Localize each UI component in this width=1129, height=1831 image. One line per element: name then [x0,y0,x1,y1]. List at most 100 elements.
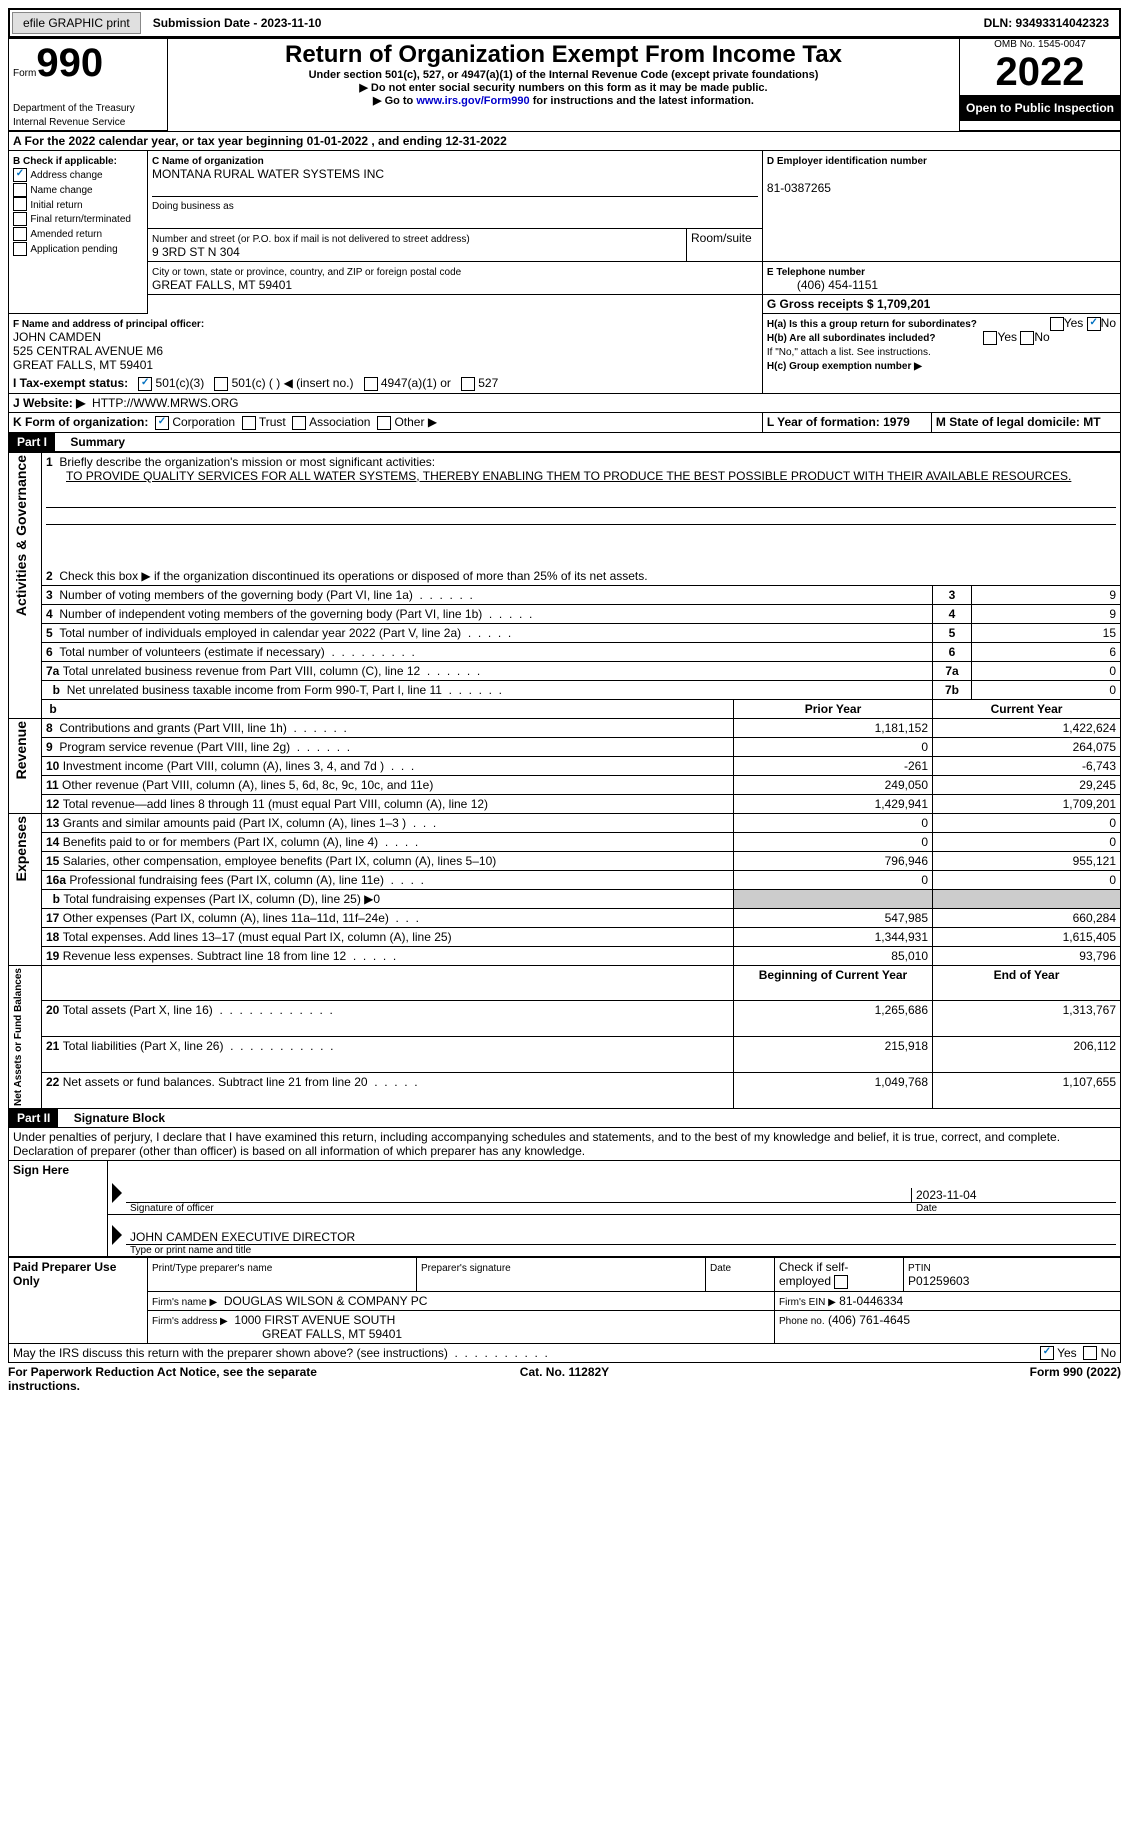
k-corp-checkbox[interactable] [155,416,169,430]
hb-no-checkbox[interactable] [1020,331,1034,345]
hc-label: H(c) Group exemption number ▶ [767,361,922,372]
discuss-no-checkbox[interactable] [1083,1346,1097,1360]
exp-cy-7: 93,796 [933,946,1121,965]
i-501c3-checkbox[interactable] [138,377,152,391]
k-other-checkbox[interactable] [377,416,391,430]
e-label: E Telephone number [767,267,865,278]
irs-discuss: May the IRS discuss this return with the… [13,1346,448,1360]
website: HTTP://WWW.MRWS.ORG [92,396,238,410]
i-527: 527 [478,376,498,390]
checkbox-address[interactable] [13,168,27,182]
exp-label-6: Total expenses. Add lines 13–17 (must eq… [63,930,452,944]
ein: 81-0387265 [767,181,831,195]
checkbox-final[interactable] [13,212,27,226]
l-year: L Year of formation: 1979 [762,412,931,432]
ag-box-1: 4 [933,604,972,623]
firm-addr-label: Firm's address ▶ [152,1316,228,1327]
discuss-yes-checkbox[interactable] [1040,1346,1054,1360]
exp-label-7: Revenue less expenses. Subtract line 18 … [63,949,347,963]
exp-n-6: 18 [46,930,59,944]
org-name: MONTANA RURAL WATER SYSTEMS INC [152,167,384,181]
sig-date-label: Date [916,1203,1116,1214]
header-table: Form990 Department of the Treasury Inter… [8,38,1121,131]
officer-printed: JOHN CAMDEN EXECUTIVE DIRECTOR [126,1230,1116,1245]
vlabel-exp: Expenses [13,816,29,881]
top-bar: efile GRAPHIC print Submission Date - 20… [8,8,1121,38]
footer: For Paperwork Reduction Act Notice, see … [8,1363,1121,1393]
ptin-label: PTIN [908,1263,931,1274]
b-app: Application pending [30,244,117,255]
exp-cy-2: 955,121 [933,851,1121,870]
ha-yes-checkbox[interactable] [1050,317,1064,331]
street-label: Number and street (or P.O. box if mail i… [152,234,470,245]
exp-n-1: 14 [46,835,59,849]
i-4947: 4947(a)(1) or [381,376,451,390]
b-name: Name change [30,185,92,196]
checkbox-name[interactable] [13,183,27,197]
efile-print-button[interactable]: efile GRAPHIC print [12,12,141,34]
section-a: A For the 2022 calendar year, or tax yea… [9,132,1121,151]
exp-label-5: Other expenses (Part IX, column (A), lin… [63,911,389,925]
rev-n-0: 8 [46,721,53,735]
yes-label2: Yes [997,330,1017,344]
b-final: Final return/terminated [30,214,131,225]
i-527-checkbox[interactable] [461,377,475,391]
ag-label-0: Number of voting members of the governin… [59,588,413,602]
c-label: C Name of organization [152,156,264,167]
exp-cy-0: 0 [933,813,1121,832]
dept-treasury: Department of the Treasury [13,103,135,114]
k-label: K Form of organization: [13,415,148,429]
na-n-1: 21 [46,1039,59,1053]
room-label: Room/suite [687,229,763,262]
b-label: B Check if applicable: [13,156,117,167]
open-public: Open to Public Inspection [960,95,1120,121]
checkbox-amended[interactable] [13,227,27,241]
rev-n-1: 9 [46,740,53,754]
exp-n-0: 13 [46,816,59,830]
rev-py-0: 1,181,152 [734,718,933,737]
q1-label: Briefly describe the organization's miss… [59,455,435,469]
b-amended: Amended return [30,229,102,240]
self-employed-checkbox[interactable] [834,1275,848,1289]
firm-phone: (406) 761-4645 [828,1313,910,1327]
ag-n-4: 7a [46,664,59,678]
hb-yes-checkbox[interactable] [983,331,997,345]
firm-addr2: GREAT FALLS, MT 59401 [152,1327,402,1341]
ag-val-3: 6 [972,642,1121,661]
j-label: J Website: ▶ [13,396,85,410]
k-assoc-checkbox[interactable] [292,416,306,430]
ag-n-5: b [53,683,60,697]
na-n-2: 22 [46,1075,59,1089]
ag-val-2: 15 [972,623,1121,642]
q1-text: TO PROVIDE QUALITY SERVICES FOR ALL WATE… [46,469,1071,483]
ha-no-checkbox[interactable] [1087,317,1101,331]
i-4947-checkbox[interactable] [364,377,378,391]
pp-date-label: Date [710,1263,731,1274]
rev-label-1: Program service revenue (Part VIII, line… [59,740,290,754]
checkbox-app[interactable] [13,242,27,256]
exp-py-5: 547,985 [734,908,933,927]
i-501c-checkbox[interactable] [214,377,228,391]
k-trust-checkbox[interactable] [242,416,256,430]
dba-label: Doing business as [152,201,234,212]
rev-n-3: 11 [46,778,59,792]
tax-year: 2022 [960,50,1120,95]
exp-label-4: Total fundraising expenses (Part IX, col… [63,892,380,906]
exp-cy-6: 1,615,405 [933,927,1121,946]
ag-label-4: Total unrelated business revenue from Pa… [63,664,421,678]
firm-ein-label: Firm's EIN ▶ [779,1297,836,1308]
ag-val-1: 9 [972,604,1121,623]
discuss-yes: Yes [1057,1346,1077,1360]
city: GREAT FALLS, MT 59401 [152,278,292,292]
exp-n-3: 16a [46,873,66,887]
i-501c: 501(c) ( ) ◀ (insert no.) [232,376,354,390]
exp-cy-1: 0 [933,832,1121,851]
officer-name: JOHN CAMDEN [13,330,101,344]
na-cy-0: 1,313,767 [933,1001,1121,1037]
ag-val-4: 0 [972,661,1121,680]
goto-link[interactable]: www.irs.gov/Form990 [416,95,529,107]
goto-prefix: ▶ Go to [373,95,416,107]
ag-val-0: 9 [972,585,1121,604]
checkbox-initial[interactable] [13,197,27,211]
form-warning: ▶ Do not enter social security numbers o… [172,81,955,94]
